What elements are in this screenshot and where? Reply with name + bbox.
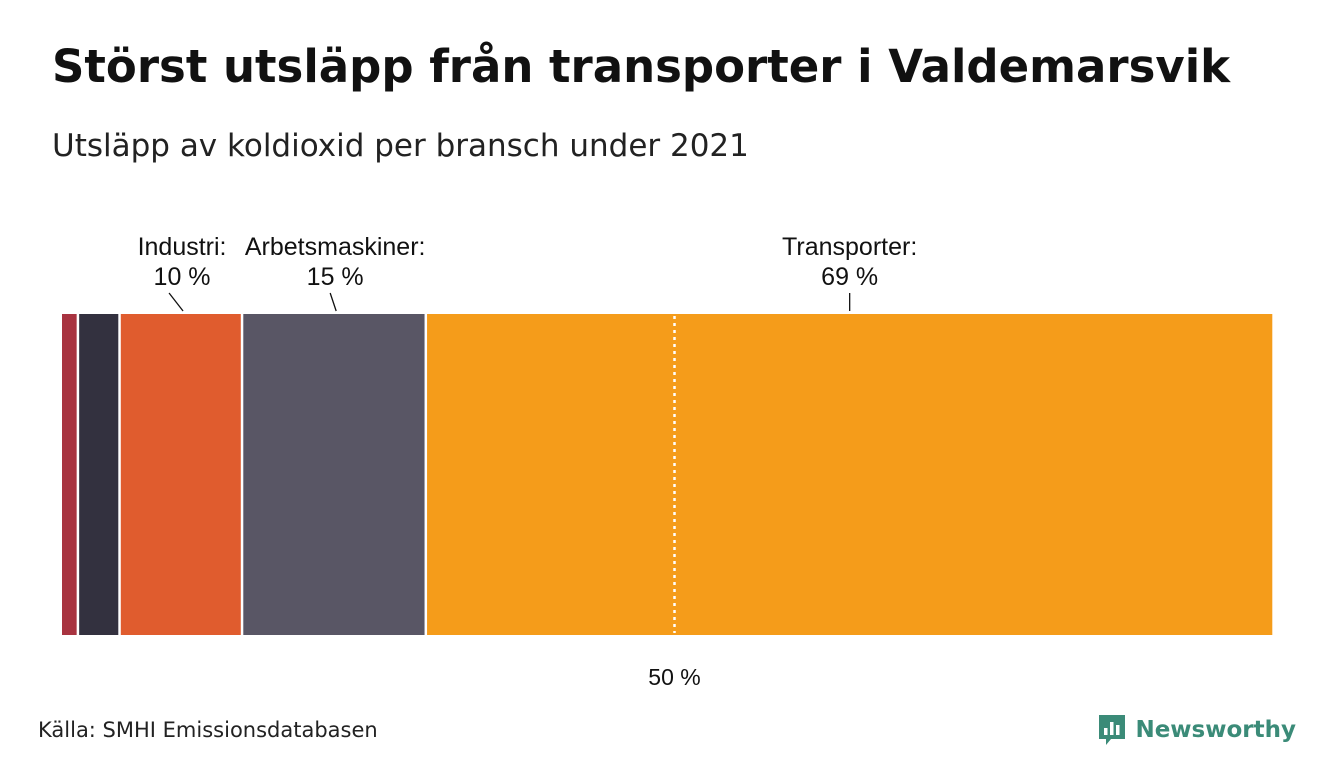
- brand-logo: Newsworthy: [1097, 713, 1296, 747]
- brand-name: Newsworthy: [1135, 717, 1296, 743]
- segment-value-arbetsmaskiner: 15 %: [307, 263, 364, 291]
- bar-segment-arbetsmaskiner: [243, 314, 425, 635]
- segment-label-transporter: Transporter:: [782, 233, 917, 261]
- chart-title: Störst utsläpp från transporter i Valdem…: [52, 40, 1231, 93]
- segment-label-industri: Industri:: [138, 233, 227, 261]
- leader-line-arbetsmaskiner: [329, 292, 337, 312]
- segment-value-transporter: 69 %: [821, 263, 878, 291]
- stacked-bar-chart: Industri:10 % Arbetsmaskiner:15 % Transpor…: [62, 233, 1273, 690]
- bar-segment-transporter: [427, 314, 1273, 635]
- bar-segment-segment-1: [62, 314, 77, 635]
- bar-segment-industri: [120, 314, 241, 635]
- leader-line-industri: [168, 292, 184, 312]
- reference-line-label: 50 %: [648, 664, 700, 690]
- segment-value-industri: 10 %: [154, 263, 211, 291]
- segment-label-arbetsmaskiner: Arbetsmaskiner:: [245, 233, 426, 261]
- chart-subtitle: Utsläpp av koldioxid per bransch under 2…: [52, 128, 749, 164]
- bar-segment-segment-2: [79, 314, 119, 635]
- source-note: Källa: SMHI Emissionsdatabasen: [38, 718, 378, 742]
- chart-logo-icon: [1099, 715, 1126, 745]
